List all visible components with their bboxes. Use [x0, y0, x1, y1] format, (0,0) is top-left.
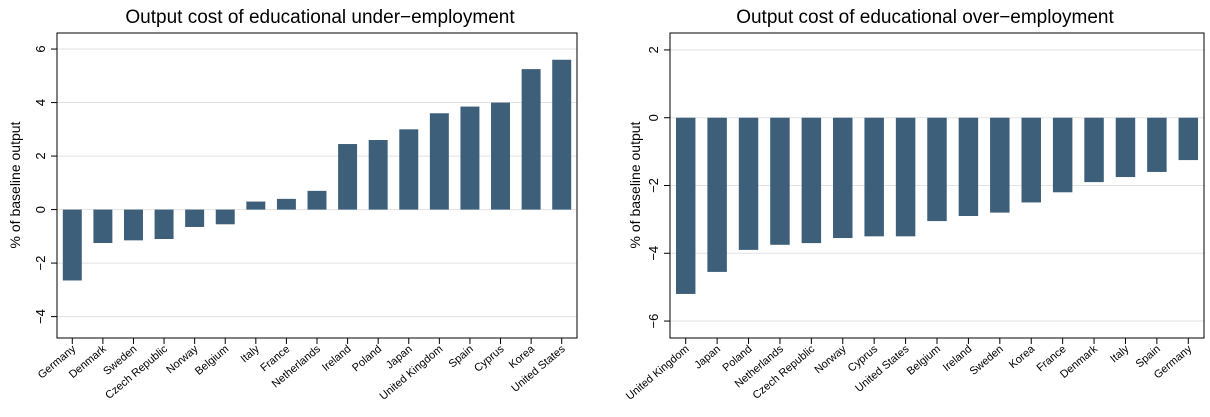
x-tick-label: Korea — [1007, 343, 1038, 372]
bar — [770, 117, 790, 245]
x-tick-label: Cyprus — [472, 343, 507, 375]
bar — [62, 209, 82, 281]
bar — [738, 117, 759, 250]
x-tick-label: Belgium — [905, 343, 943, 378]
bar — [1052, 117, 1073, 193]
y-tick-label: −2 — [646, 178, 661, 193]
x-tick-label: United States — [509, 343, 568, 395]
chart-title: Output cost of educational under−employm… — [125, 7, 515, 28]
bar — [154, 209, 174, 240]
bar — [675, 117, 696, 294]
bar — [429, 113, 449, 210]
bar — [276, 198, 296, 210]
bar — [1178, 117, 1199, 161]
y-tick-label: −2 — [33, 256, 48, 271]
x-tick-label: Italy — [239, 343, 263, 365]
y-axis-label: % of baseline output — [7, 121, 23, 248]
chart-over-employment: Output cost of educational over−employme… — [620, 0, 1210, 412]
x-tick-label: Belgium — [193, 343, 231, 378]
x-tick-label: United Kingdom — [624, 343, 692, 403]
bar — [338, 144, 358, 210]
bars — [62, 59, 572, 281]
y-tick-label: 0 — [33, 206, 48, 213]
bar — [521, 69, 541, 210]
bar — [307, 190, 327, 210]
y-tick-label: 2 — [646, 46, 661, 53]
y-axis-ticks: −4 −2 0 2 4 6 — [33, 45, 57, 324]
bar — [833, 117, 853, 239]
bar — [1115, 117, 1136, 178]
bar — [1021, 117, 1041, 203]
chart-under-employment-svg: Output cost of educational under−employm… — [7, 7, 578, 403]
bar — [958, 117, 979, 216]
y-tick-label: 6 — [33, 45, 48, 52]
x-axis-ticks: United Kingdom JapanPolandNetherlandsCzec… — [624, 338, 1195, 403]
y-axis-label: % of baseline output — [627, 121, 643, 248]
bar — [215, 209, 235, 225]
x-tick-label: Italy — [1108, 343, 1132, 365]
y-tick-label: 4 — [33, 99, 48, 106]
y-tick-label: −6 — [646, 314, 661, 329]
chart-over-employment-svg: Output cost of educational over−employme… — [624, 7, 1205, 403]
x-tick-label: Poland — [350, 343, 384, 374]
x-tick-label: Sweden — [968, 343, 1006, 378]
bar — [185, 209, 205, 227]
bar — [552, 59, 572, 210]
chart-under-employment: Output cost of educational under−employm… — [0, 0, 605, 412]
bar — [1147, 117, 1167, 172]
y-tick-label: 0 — [646, 114, 661, 121]
bar — [801, 117, 822, 244]
bar — [864, 117, 884, 237]
bar — [93, 209, 113, 244]
bar — [927, 117, 947, 222]
chart-title: Output cost of educational over−employme… — [736, 7, 1114, 28]
bar — [123, 209, 143, 241]
bar — [990, 117, 1010, 213]
bar — [368, 140, 388, 210]
y-axis-ticks: −6 −4 −2 0 2 — [646, 46, 670, 328]
bar — [1084, 117, 1104, 183]
bar — [491, 102, 511, 210]
x-tick-label: Ireland — [320, 343, 353, 374]
bar — [895, 117, 916, 237]
y-tick-label: 2 — [33, 152, 48, 159]
y-tick-label: −4 — [33, 309, 48, 324]
bar — [460, 106, 480, 210]
y-tick-label: −4 — [646, 246, 661, 261]
bar — [707, 117, 727, 272]
x-tick-label: Japan — [692, 343, 723, 371]
x-tick-label: Norway — [812, 343, 849, 376]
bar — [246, 201, 266, 210]
bar — [399, 129, 419, 210]
bars — [675, 117, 1199, 294]
